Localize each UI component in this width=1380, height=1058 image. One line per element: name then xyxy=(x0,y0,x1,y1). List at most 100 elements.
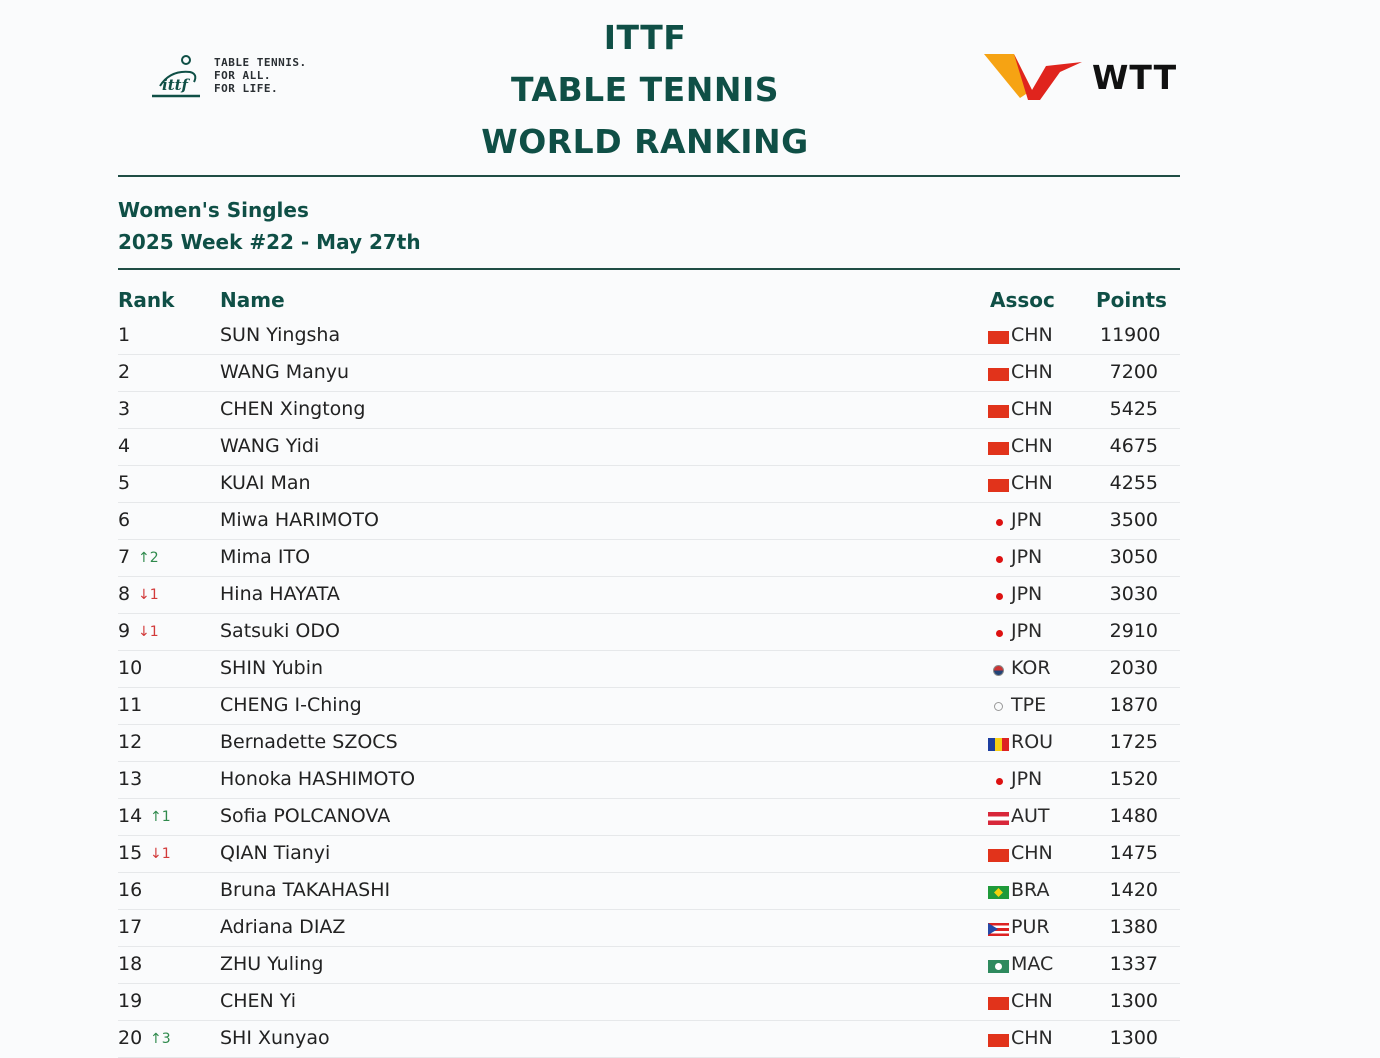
rank-cell: 12 xyxy=(118,731,143,753)
dot-flag-icon xyxy=(988,590,1009,603)
rank-change-indicator: ↓1 xyxy=(138,624,159,640)
table-row: 2 WANG Manyu CHN 7200 xyxy=(118,355,1180,392)
association-code: CHN xyxy=(1011,435,1053,457)
table-row: 11 CHENG I-Ching TPE 1870 xyxy=(118,688,1180,725)
column-header-rank: Rank xyxy=(118,288,175,312)
player-name: WANG Yidi xyxy=(220,435,320,457)
table-row: 17 Adriana DIAZ PUR 1380 xyxy=(118,910,1180,947)
association-code: CHN xyxy=(1011,842,1053,864)
rank-cell: 11 xyxy=(118,694,143,716)
divider-mid xyxy=(118,268,1180,270)
points-value: 2030 xyxy=(1109,657,1158,679)
association-code: TPE xyxy=(1011,694,1047,716)
association-code: CHN xyxy=(1011,361,1053,383)
table-row: 5 KUAI Man CHN 4255 xyxy=(118,466,1180,503)
points-value: 1475 xyxy=(1109,842,1158,864)
category-label: Women's Singles xyxy=(118,198,309,222)
dot-flag-icon xyxy=(988,553,1009,566)
chn-flag-icon xyxy=(988,405,1009,418)
aut-flag-icon xyxy=(988,812,1009,825)
ittf-tagline: TABLE TENNIS. FOR ALL. FOR LIFE. xyxy=(214,56,307,95)
tpe-flag-icon xyxy=(988,701,1009,714)
rank-cell: 13 xyxy=(118,768,143,790)
ittf-emblem-icon: ittf xyxy=(152,55,200,98)
rank-change-indicator: ↑1 xyxy=(150,809,171,825)
player-name: Bruna TAKAHASHI xyxy=(220,879,391,901)
player-name: Satsuki ODO xyxy=(220,620,340,642)
chn-flag-icon xyxy=(988,331,1009,344)
rank-cell: 20 xyxy=(118,1027,143,1049)
rou-flag-icon xyxy=(988,738,1009,751)
player-name: Miwa HARIMOTO xyxy=(220,509,379,531)
table-row: 18 ZHU Yuling MAC 1337 xyxy=(118,947,1180,984)
association-code: JPN xyxy=(1011,768,1043,790)
association-code: CHN xyxy=(1011,1027,1053,1049)
wtt-emblem-icon xyxy=(984,54,1082,100)
column-header-name: Name xyxy=(220,288,285,312)
page-header: ittf TABLE TENNIS. FOR ALL. FOR LIFE. IT… xyxy=(0,0,1380,170)
association-code: CHN xyxy=(1011,990,1053,1012)
association-code: AUT xyxy=(1011,805,1050,827)
association-code: JPN xyxy=(1011,509,1043,531)
association-code: PUR xyxy=(1011,916,1050,938)
rank-cell: 6 xyxy=(118,509,131,531)
points-value: 11900 xyxy=(1100,324,1161,346)
rank-cell: 3 xyxy=(118,398,131,420)
association-code: JPN xyxy=(1011,583,1043,605)
rank-cell: 2 xyxy=(118,361,131,383)
association-code: CHN xyxy=(1011,472,1053,494)
rank-cell: 7 xyxy=(118,546,131,568)
ranking-subtitle: Women's Singles 2025 Week #22 - May 27th xyxy=(118,194,421,258)
rank-cell: 18 xyxy=(118,953,143,975)
table-row: 20 ↑3 SHI Xunyao CHN 1300 xyxy=(118,1021,1180,1058)
chn-flag-icon xyxy=(988,479,1009,492)
points-value: 3050 xyxy=(1109,546,1158,568)
points-value: 1300 xyxy=(1109,990,1158,1012)
chn-flag-icon xyxy=(988,442,1009,455)
chn-flag-icon xyxy=(988,1034,1009,1047)
player-name: Mima ITO xyxy=(220,546,311,568)
rank-change-indicator: ↑3 xyxy=(150,1031,171,1047)
player-name: Hina HAYATA xyxy=(220,583,340,605)
rank-cell: 15 xyxy=(118,842,143,864)
player-name: CHEN Yi xyxy=(220,990,297,1012)
association-code: MAC xyxy=(1011,953,1054,975)
association-code: ROU xyxy=(1011,731,1054,753)
table-row: 15 ↓1 QIAN Tianyi CHN 1475 xyxy=(118,836,1180,873)
association-code: KOR xyxy=(1011,657,1051,679)
player-name: ZHU Yuling xyxy=(220,953,324,975)
rank-cell: 16 xyxy=(118,879,143,901)
player-name: Bernadette SZOCS xyxy=(220,731,398,753)
rank-cell: 10 xyxy=(118,657,143,679)
points-value: 4675 xyxy=(1109,435,1158,457)
points-value: 5425 xyxy=(1109,398,1158,420)
points-value: 1870 xyxy=(1109,694,1158,716)
points-value: 7200 xyxy=(1109,361,1158,383)
table-row: 1 SUN Yingsha CHN 11900 xyxy=(118,318,1180,355)
wtt-wordmark: WTT xyxy=(1092,58,1178,97)
points-value: 1337 xyxy=(1109,953,1158,975)
player-name: Sofia POLCANOVA xyxy=(220,805,391,827)
table-row: 12 Bernadette SZOCS ROU 1725 xyxy=(118,725,1180,762)
rank-cell: 4 xyxy=(118,435,131,457)
points-value: 3500 xyxy=(1109,509,1158,531)
association-code: CHN xyxy=(1011,398,1053,420)
table-row: 14 ↑1 Sofia POLCANOVA AUT 1480 xyxy=(118,799,1180,836)
kor-flag-icon xyxy=(988,664,1009,677)
points-value: 1480 xyxy=(1109,805,1158,827)
bra-flag-icon xyxy=(988,886,1009,899)
table-row: 10 SHIN Yubin KOR 2030 xyxy=(118,651,1180,688)
association-code: JPN xyxy=(1011,546,1043,568)
svg-text:ittf: ittf xyxy=(162,76,191,94)
points-value: 4255 xyxy=(1109,472,1158,494)
chn-flag-icon xyxy=(988,997,1009,1010)
rank-cell: 19 xyxy=(118,990,143,1012)
rank-change-indicator: ↑2 xyxy=(138,550,159,566)
rank-change-indicator: ↓1 xyxy=(150,846,171,862)
table-row: 13 Honoka HASHIMOTO JPN 1520 xyxy=(118,762,1180,799)
pur-flag-icon xyxy=(988,923,1009,936)
table-row: 8 ↓1 Hina HAYATA JPN 3030 xyxy=(118,577,1180,614)
rank-cell: 9 xyxy=(118,620,131,642)
points-value: 1520 xyxy=(1109,768,1158,790)
player-name: SHI Xunyao xyxy=(220,1027,330,1049)
